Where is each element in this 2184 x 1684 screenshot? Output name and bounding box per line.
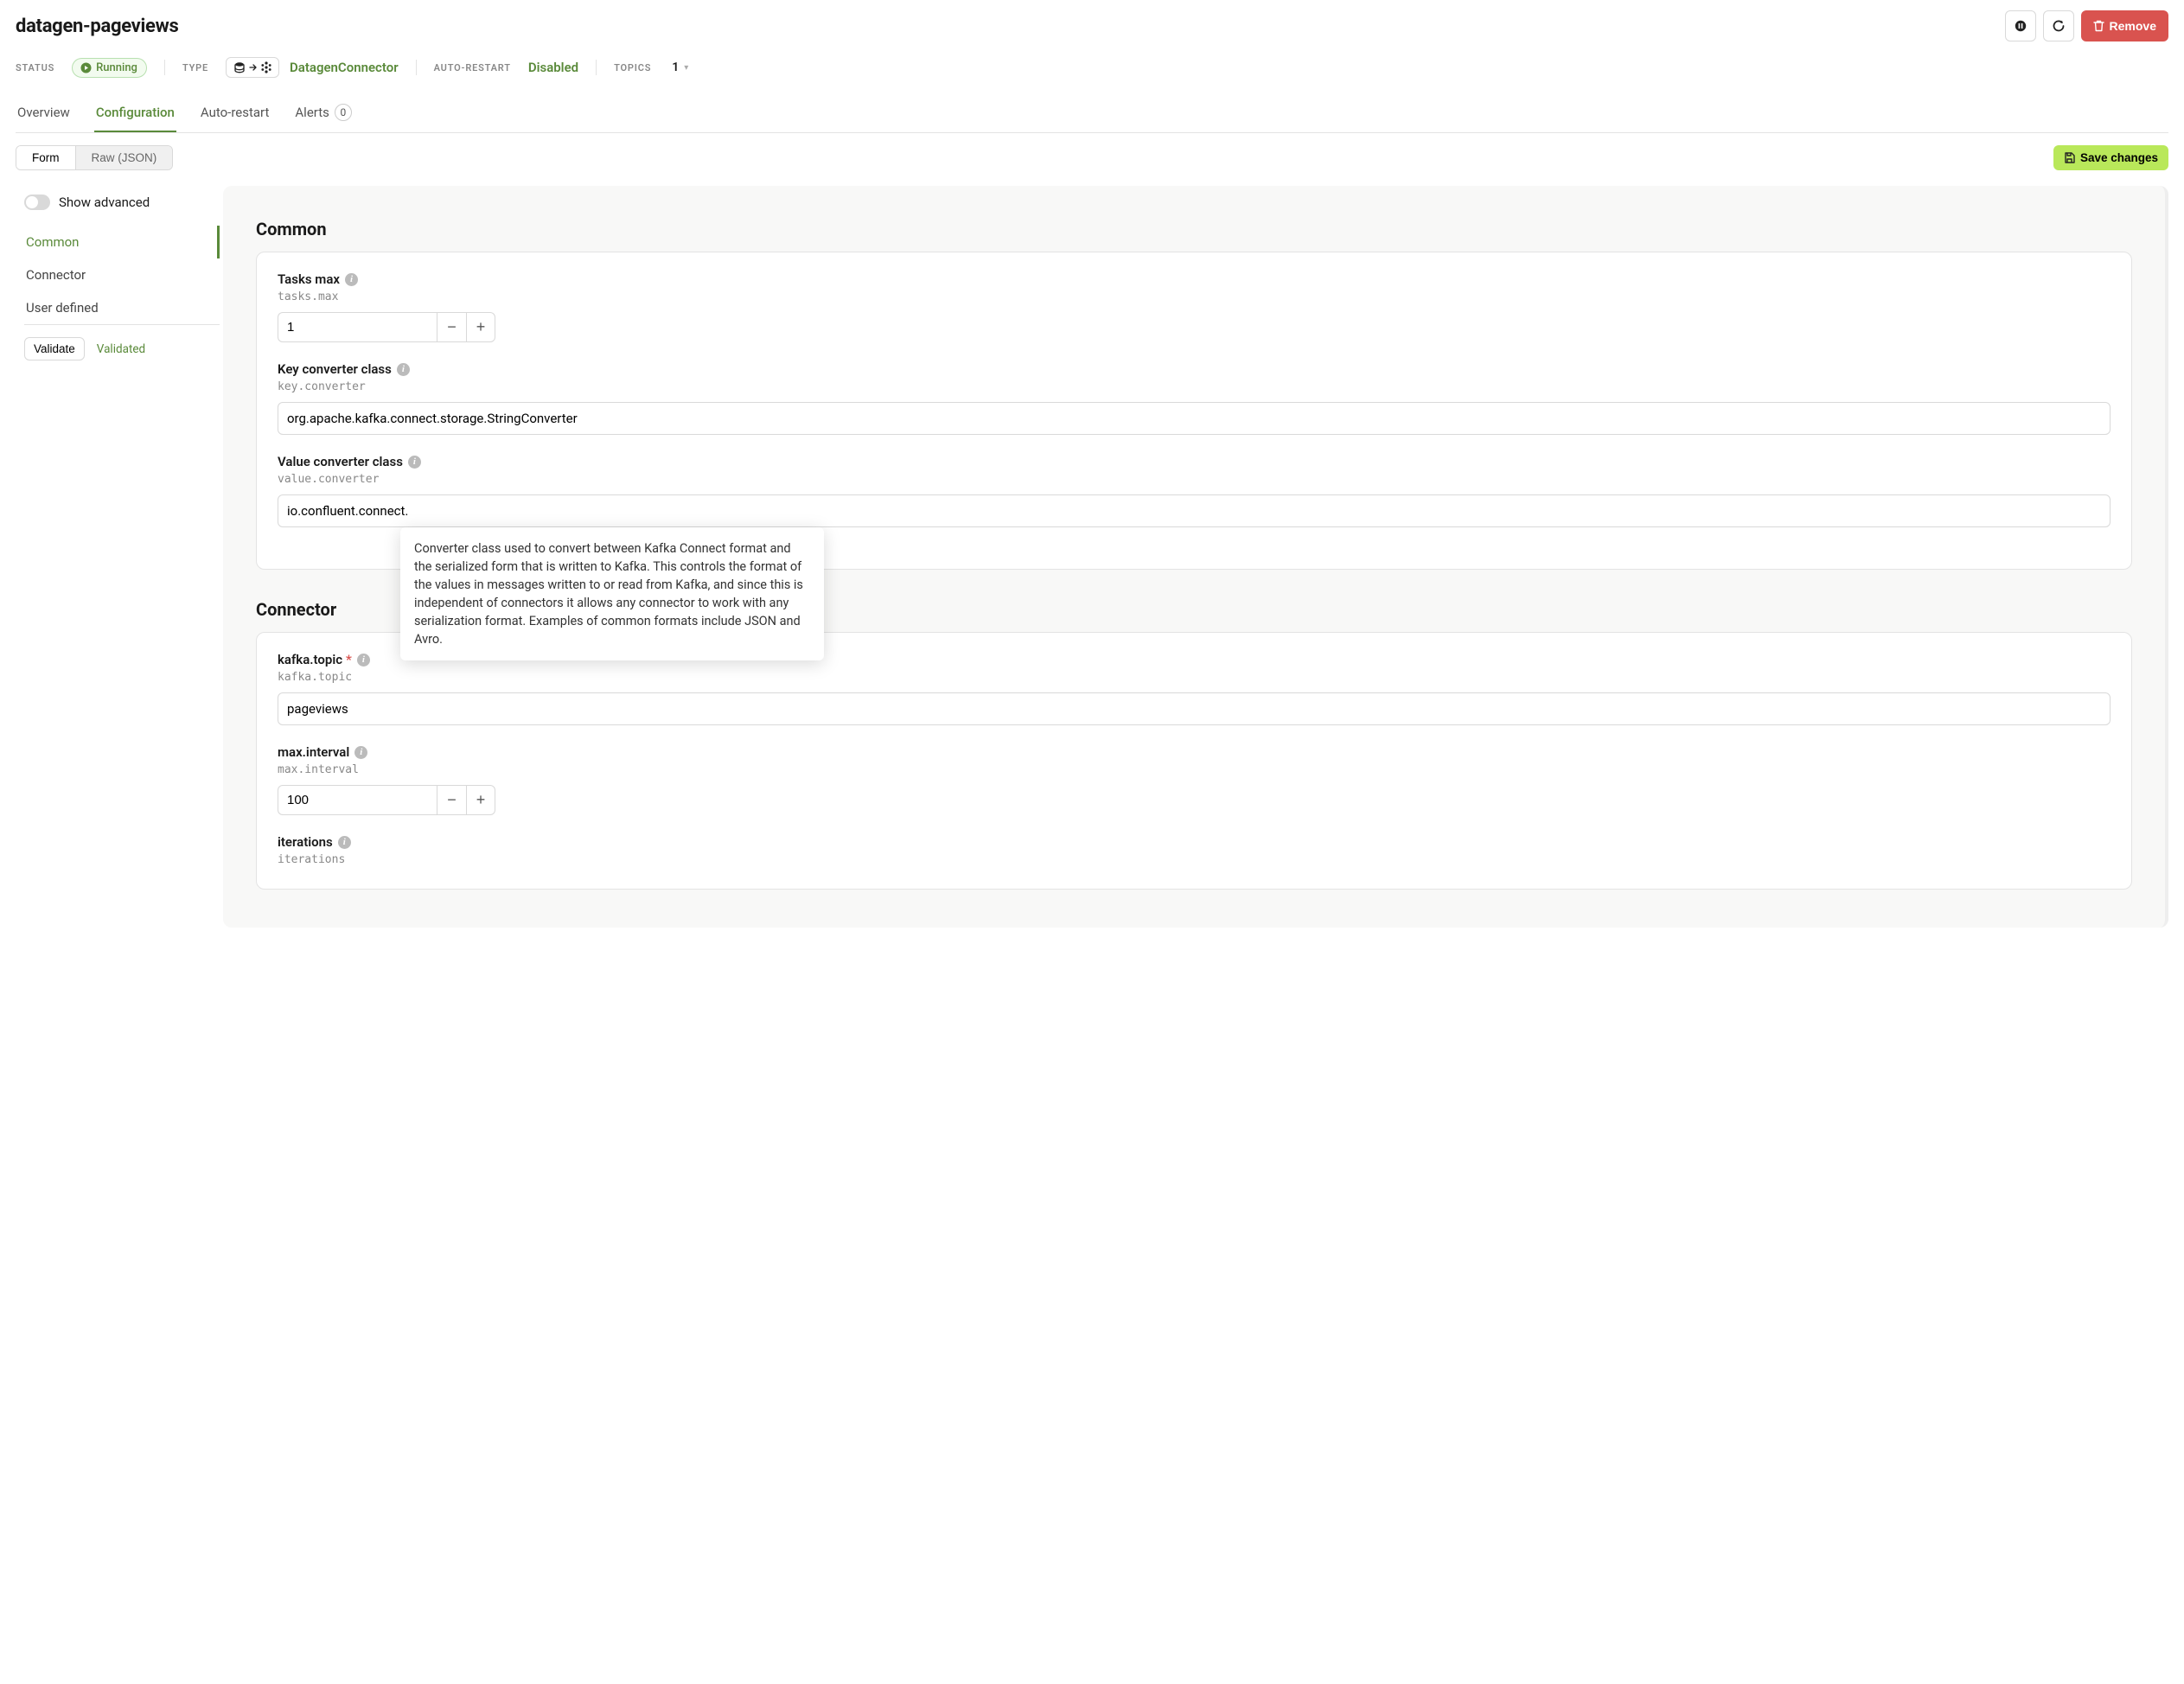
refresh-button[interactable] [2043,10,2074,41]
label-kafka-topic: kafka.topic [278,652,342,667]
decrement-button[interactable]: − [437,785,466,815]
status-pill: Running [72,58,147,78]
info-icon[interactable]: i [357,654,370,667]
trash-icon [2093,20,2104,32]
info-icon[interactable]: i [408,456,421,469]
label-iterations: iterations [278,834,333,850]
info-icon[interactable]: i [397,363,410,376]
tab-alerts[interactable]: Alerts 0 [293,97,354,133]
autorestart-value: Disabled [528,60,578,75]
refresh-icon [2052,19,2066,33]
tabs: Overview Configuration Auto-restart Aler… [16,97,2168,133]
remove-label: Remove [2110,19,2156,33]
increment-button[interactable]: + [466,312,495,342]
autorestart-label: AUTO-RESTART [434,62,511,73]
save-button[interactable]: Save changes [2053,145,2168,170]
save-icon [2064,152,2075,163]
info-icon[interactable]: i [338,836,351,849]
remove-button[interactable]: Remove [2081,10,2168,41]
show-advanced-toggle[interactable] [24,195,50,210]
nav-connector[interactable]: Connector [24,258,220,291]
divider [596,60,597,75]
key-value-converter: value.converter [278,473,2111,486]
increment-button[interactable]: + [466,785,495,815]
tooltip-value-converter: Converter class used to convert between … [400,527,824,660]
tab-configuration[interactable]: Configuration [94,98,176,132]
info-icon[interactable]: i [354,746,367,759]
card-common: Tasks max i tasks.max − + Key converter … [256,252,2132,570]
pause-icon [2015,20,2027,32]
info-icon[interactable]: i [345,273,358,286]
decrement-button[interactable]: − [437,312,466,342]
key-iterations: iterations [278,853,2111,866]
input-max-interval[interactable] [278,785,437,815]
input-value-converter[interactable] [278,494,2111,527]
connector-type-icon [226,57,279,78]
input-key-converter[interactable] [278,402,2111,435]
section-title-common: Common [256,219,2132,239]
play-icon [80,61,92,73]
key-key-converter: key.converter [278,380,2111,393]
validated-status: Validated [97,342,145,356]
key-kafka-topic: kafka.topic [278,671,2111,684]
input-kafka-topic[interactable] [278,692,2111,725]
type-label: TYPE [182,62,208,73]
pause-button[interactable] [2005,10,2036,41]
status-label: STATUS [16,62,54,73]
key-max-interval: max.interval [278,763,2111,776]
save-label: Save changes [2080,151,2158,164]
connector-name: DatagenConnector [290,60,399,75]
validate-button[interactable]: Validate [24,337,85,360]
topics-label: TOPICS [614,62,651,73]
status-value: Running [96,61,137,74]
card-connector: kafka.topic* i kafka.topic max.interval … [256,632,2132,890]
form-panel: Common Tasks max i tasks.max − + Key con… [223,186,2168,928]
key-tasks-max: tasks.max [278,290,2111,303]
tab-alerts-label: Alerts [295,105,329,120]
nav-common[interactable]: Common [24,226,220,258]
view-mode-raw[interactable]: Raw (JSON) [75,146,173,169]
page-title: datagen-pageviews [16,16,179,37]
section-nav: Common Connector User defined [24,226,220,325]
label-max-interval: max.interval [278,744,349,760]
topics-count: 1 [672,61,679,74]
required-marker: * [346,652,352,667]
divider [416,60,417,75]
show-advanced-label: Show advanced [59,195,150,210]
input-tasks-max[interactable] [278,312,437,342]
chevron-down-icon: ▾ [684,63,688,73]
label-key-converter: Key converter class [278,361,392,377]
view-mode-toggle: Form Raw (JSON) [16,145,173,170]
tab-overview[interactable]: Overview [16,98,72,132]
tab-autorestart[interactable]: Auto-restart [199,98,271,132]
label-tasks-max: Tasks max [278,271,340,287]
topics-dropdown[interactable]: 1 ▾ [668,61,688,74]
nav-user-defined[interactable]: User defined [24,291,220,324]
view-mode-form[interactable]: Form [16,146,75,169]
alerts-count-badge: 0 [335,104,352,121]
label-value-converter: Value converter class [278,454,403,469]
divider [164,60,165,75]
